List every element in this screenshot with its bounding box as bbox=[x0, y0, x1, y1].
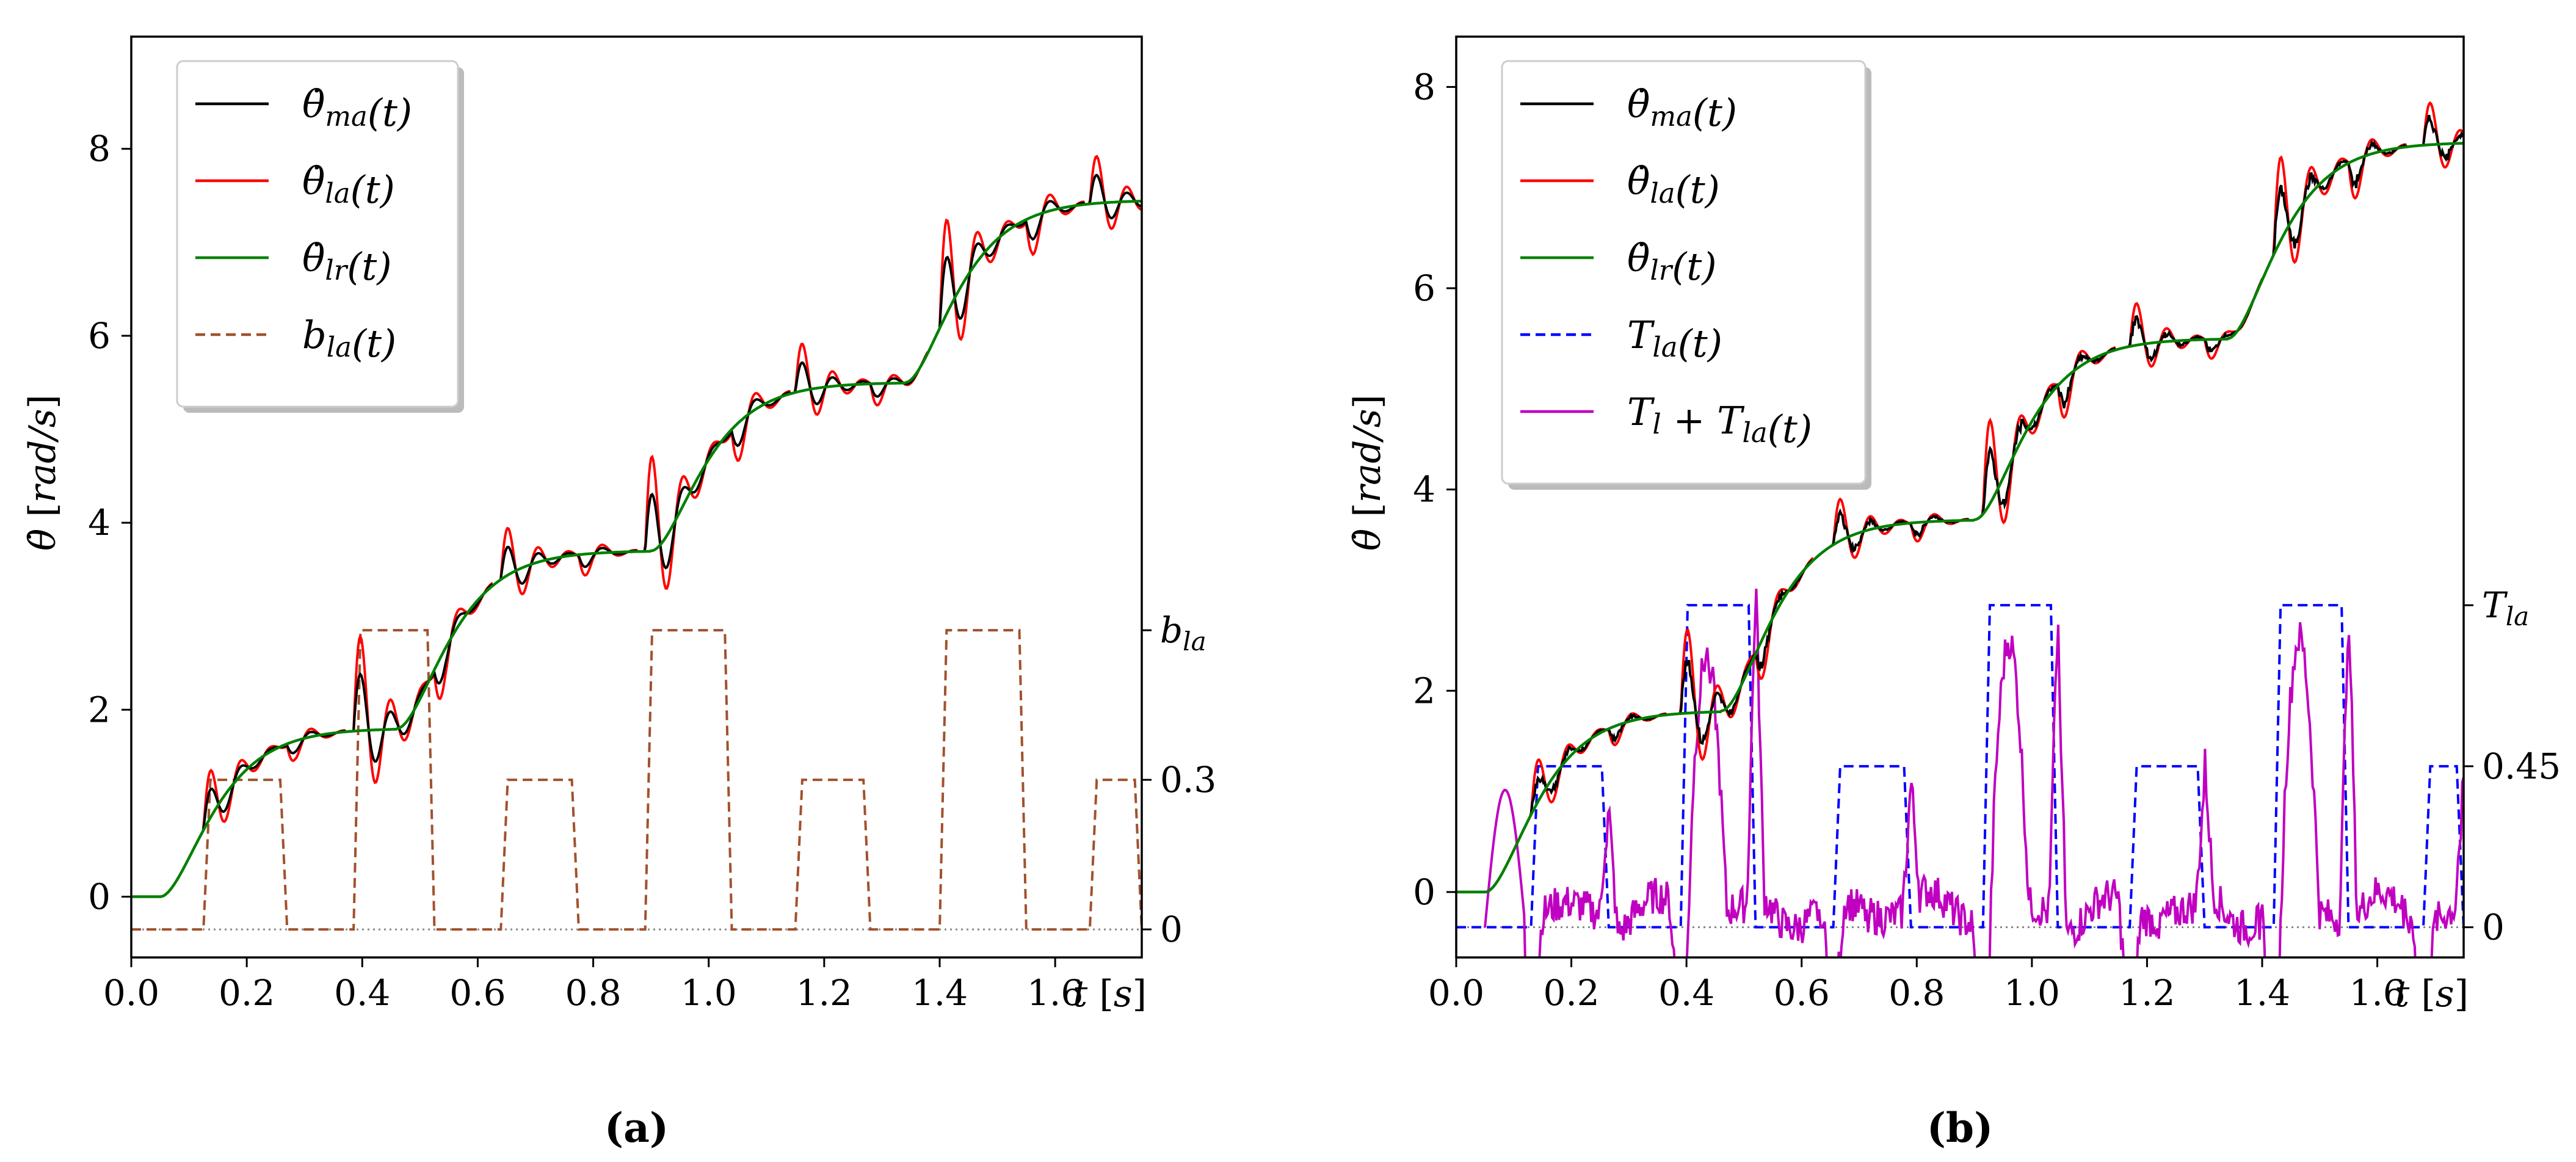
y-tick-label: 2 bbox=[88, 689, 111, 730]
series-aux-pulses bbox=[1456, 604, 2464, 929]
chart-panel-b: 0.0 0.2 0.4 0.6 0.8 1.0 1.2 1.4 1.6 0 2 4 6 8 0 0.45 Tla… bbox=[1346, 35, 2561, 1152]
y-tick-label: 0 bbox=[1413, 871, 1435, 913]
x-axis-label: t [s] bbox=[2395, 973, 2469, 1015]
x-tick-label: 0.2 bbox=[1543, 972, 1599, 1014]
x-tick-label: 1.6 bbox=[2349, 972, 2405, 1014]
y-axis-label: θ̇ [rad/s] bbox=[1346, 394, 1389, 551]
legend-label: θ̇la(t) bbox=[1627, 159, 1720, 212]
x-tick-label: 1.2 bbox=[2119, 972, 2175, 1014]
legend-label: θ̇ma(t) bbox=[1627, 82, 1737, 135]
aux-tick-label: 0.3 bbox=[1160, 759, 1216, 801]
aux-tick-label: 0 bbox=[1160, 909, 1183, 950]
series-theta-lr bbox=[131, 200, 1142, 898]
y-tick-label: 4 bbox=[88, 502, 111, 543]
y-tick-label: 8 bbox=[88, 128, 111, 170]
x-tick-label: 1.2 bbox=[796, 972, 852, 1014]
series-theta-lr bbox=[1456, 142, 2464, 894]
x-tick-label: 1.0 bbox=[681, 972, 737, 1014]
legend-label: Tla(t) bbox=[1627, 313, 1722, 366]
aux-tick-label: 0 bbox=[2482, 907, 2505, 948]
legend: θ̇ma(t) θ̇la(t) θ̇lr(t) Tla(t) Tl + Tla(t) bbox=[1501, 60, 1871, 490]
x-tick-label: 0.4 bbox=[1658, 972, 1714, 1014]
aux-top-label: Tla bbox=[2482, 584, 2529, 631]
x-tick-label: 0.0 bbox=[1428, 972, 1484, 1014]
legend-label: θ̇lr(t) bbox=[302, 236, 392, 289]
plot-frame bbox=[1455, 35, 2465, 959]
y-tick-label: 2 bbox=[1413, 670, 1435, 711]
x-tick-label: 0.8 bbox=[565, 972, 621, 1014]
x-axis-label: t [s] bbox=[1073, 973, 1147, 1015]
x-tick-label: 0.2 bbox=[219, 972, 275, 1014]
y-tick-label: 8 bbox=[1413, 66, 1435, 107]
y-tick-label: 0 bbox=[88, 876, 111, 917]
panel-caption: (b) bbox=[1927, 1104, 1994, 1152]
x-tick-label: 0.4 bbox=[334, 972, 390, 1014]
legend-label: θ̇lr(t) bbox=[1627, 236, 1717, 289]
series-aux-pulses bbox=[131, 629, 1142, 931]
x-tick-label: 1.0 bbox=[2004, 972, 2060, 1014]
legend-label: Tl + Tla(t) bbox=[1627, 390, 1812, 451]
series-load-torque bbox=[1484, 589, 2464, 957]
x-tick-label: 1.4 bbox=[2234, 972, 2290, 1014]
x-tick-label: 0.0 bbox=[103, 972, 159, 1014]
y-tick-label: 6 bbox=[1413, 267, 1435, 309]
x-tick-label: 0.8 bbox=[1888, 972, 1945, 1014]
legend-label: bla(t) bbox=[302, 313, 396, 366]
legend-label: θ̇ma(t) bbox=[302, 82, 412, 135]
x-tick-label: 1.6 bbox=[1027, 972, 1083, 1014]
aux-top-label: bla bbox=[1160, 609, 1206, 656]
legend-label: θ̇la(t) bbox=[302, 159, 395, 212]
chart-panel-a: 0.0 0.2 0.4 0.6 0.8 1.0 1.2 1.4 1.6 0 2 4 6 8 0 0.3 bla t… bbox=[21, 35, 1216, 1152]
x-tick-label: 0.6 bbox=[1774, 972, 1830, 1014]
legend: θ̇ma(t) θ̇la(t) θ̇lr(t) bla(t) bbox=[176, 60, 464, 413]
aux-tick-label: 0.45 bbox=[2482, 746, 2561, 787]
x-tick-label: 0.6 bbox=[449, 972, 506, 1014]
y-tick-label: 4 bbox=[1413, 469, 1435, 510]
y-axis-label: θ̇ [rad/s] bbox=[21, 394, 64, 551]
x-tick-label: 1.4 bbox=[912, 972, 968, 1014]
plot-frame bbox=[130, 35, 1143, 959]
panel-caption: (a) bbox=[604, 1104, 669, 1152]
y-tick-label: 6 bbox=[88, 315, 111, 357]
